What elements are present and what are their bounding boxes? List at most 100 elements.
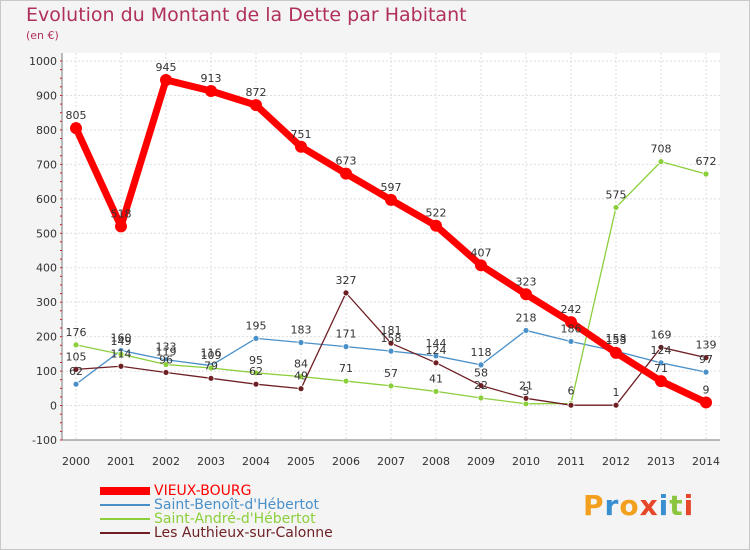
- data-label: 673: [336, 155, 357, 168]
- data-point: [297, 373, 305, 381]
- data-label: 114: [111, 347, 132, 360]
- x-tick-label: 2005: [287, 455, 315, 468]
- data-point: [387, 339, 395, 347]
- data-label: 62: [69, 365, 83, 378]
- data-point: [205, 84, 217, 97]
- data-label: 218: [516, 311, 537, 324]
- data-label: 96: [159, 353, 173, 366]
- data-point: [657, 343, 665, 351]
- data-label: 805: [66, 109, 87, 122]
- legend-label: Saint-Benoît-d'Hébertot: [154, 497, 320, 513]
- y-tick-label: 0: [50, 400, 57, 413]
- data-label: 751: [291, 128, 312, 141]
- data-point: [385, 193, 397, 206]
- legend: VIEUX-BOURG Saint-Benoît-d'Hébertot Saint-…: [100, 484, 333, 540]
- data-label: 176: [66, 326, 87, 339]
- data-label: 181: [381, 324, 402, 337]
- data-point: [160, 73, 172, 86]
- x-tick-label: 2010: [512, 455, 540, 468]
- legend-label: Saint-André-d'Hébertot: [154, 511, 316, 527]
- legend-item: VIEUX-BOURG: [100, 484, 333, 498]
- data-label: 22: [474, 379, 488, 392]
- data-label: 186: [561, 322, 582, 335]
- data-label: 139: [696, 339, 717, 352]
- data-point: [520, 288, 532, 301]
- data-label: 118: [471, 346, 492, 359]
- y-tick-label: 900: [36, 89, 57, 102]
- logo-letter: x: [639, 489, 659, 522]
- data-point: [162, 369, 170, 376]
- proxiti-logo: Proxiti: [583, 489, 694, 522]
- data-label: 133: [156, 341, 177, 354]
- data-label: 57: [384, 367, 398, 380]
- y-tick-label: 700: [36, 158, 57, 171]
- x-tick-label: 2008: [422, 455, 450, 468]
- data-point: [702, 368, 710, 376]
- legend-swatch: [100, 518, 150, 520]
- logo-letter: o: [619, 489, 640, 522]
- data-label: 144: [426, 337, 447, 350]
- data-label: 9: [703, 383, 710, 396]
- data-point: [297, 339, 305, 346]
- data-point: [657, 158, 665, 166]
- data-point: [702, 354, 710, 362]
- y-tick-label: 400: [36, 262, 57, 275]
- y-tick-label: 100: [36, 365, 57, 378]
- data-point: [612, 204, 620, 211]
- data-label: 124: [651, 344, 672, 357]
- data-point: [657, 359, 665, 367]
- x-tick-label: 2001: [107, 455, 135, 468]
- data-label: 58: [474, 367, 488, 380]
- data-label: 171: [336, 328, 357, 341]
- x-tick-label: 2003: [197, 455, 225, 468]
- data-point: [117, 362, 125, 370]
- legend-swatch: [100, 532, 150, 534]
- data-point: [387, 347, 395, 355]
- data-point: [702, 170, 710, 178]
- data-point: [432, 359, 440, 367]
- data-label: 105: [66, 350, 87, 363]
- data-point: [252, 369, 260, 377]
- data-point: [475, 259, 487, 272]
- data-label: 518: [111, 207, 132, 220]
- y-tick-label: 300: [36, 296, 57, 309]
- data-label: 597: [381, 181, 402, 194]
- data-label: 79: [204, 359, 218, 372]
- data-point: [207, 374, 215, 382]
- x-tick-label: 2007: [377, 455, 405, 468]
- data-label: 21: [519, 379, 533, 392]
- data-point: [655, 375, 667, 388]
- x-tick-label: 2013: [647, 455, 675, 468]
- data-point: [522, 327, 530, 334]
- logo-letter: i: [683, 489, 695, 522]
- data-point: [252, 334, 260, 342]
- x-tick-label: 2006: [332, 455, 360, 468]
- y-tick-label: -100: [32, 434, 57, 447]
- x-tick-label: 2009: [467, 455, 495, 468]
- chart-subtitle: (en €): [26, 29, 59, 42]
- x-tick-label: 2011: [557, 455, 585, 468]
- x-tick-label: 2000: [62, 455, 90, 468]
- data-label: 407: [471, 246, 492, 259]
- data-label: 522: [426, 207, 447, 220]
- axes: -100 0 100 200 300 400 500 600 700 800 900 1000 2000…: [29, 53, 720, 468]
- data-point: [567, 338, 575, 345]
- data-label: 116: [201, 347, 222, 360]
- data-label: 323: [516, 275, 537, 288]
- logo-letter: t: [669, 489, 684, 522]
- data-label: 5: [523, 385, 530, 398]
- data-label: 62: [249, 365, 263, 378]
- data-point: [565, 316, 577, 329]
- data-point: [567, 401, 575, 409]
- data-label: 672: [696, 155, 717, 168]
- data-point: [340, 167, 352, 180]
- data-point: [70, 122, 82, 135]
- legend-item: Saint-André-d'Hébertot: [100, 512, 333, 526]
- data-point: [72, 380, 80, 388]
- x-tick-label: 2012: [602, 455, 630, 468]
- legend-label: Les Authieux-sur-Calonne: [154, 525, 333, 541]
- legend-swatch: [100, 487, 150, 495]
- x-tick-label: 2004: [242, 455, 270, 468]
